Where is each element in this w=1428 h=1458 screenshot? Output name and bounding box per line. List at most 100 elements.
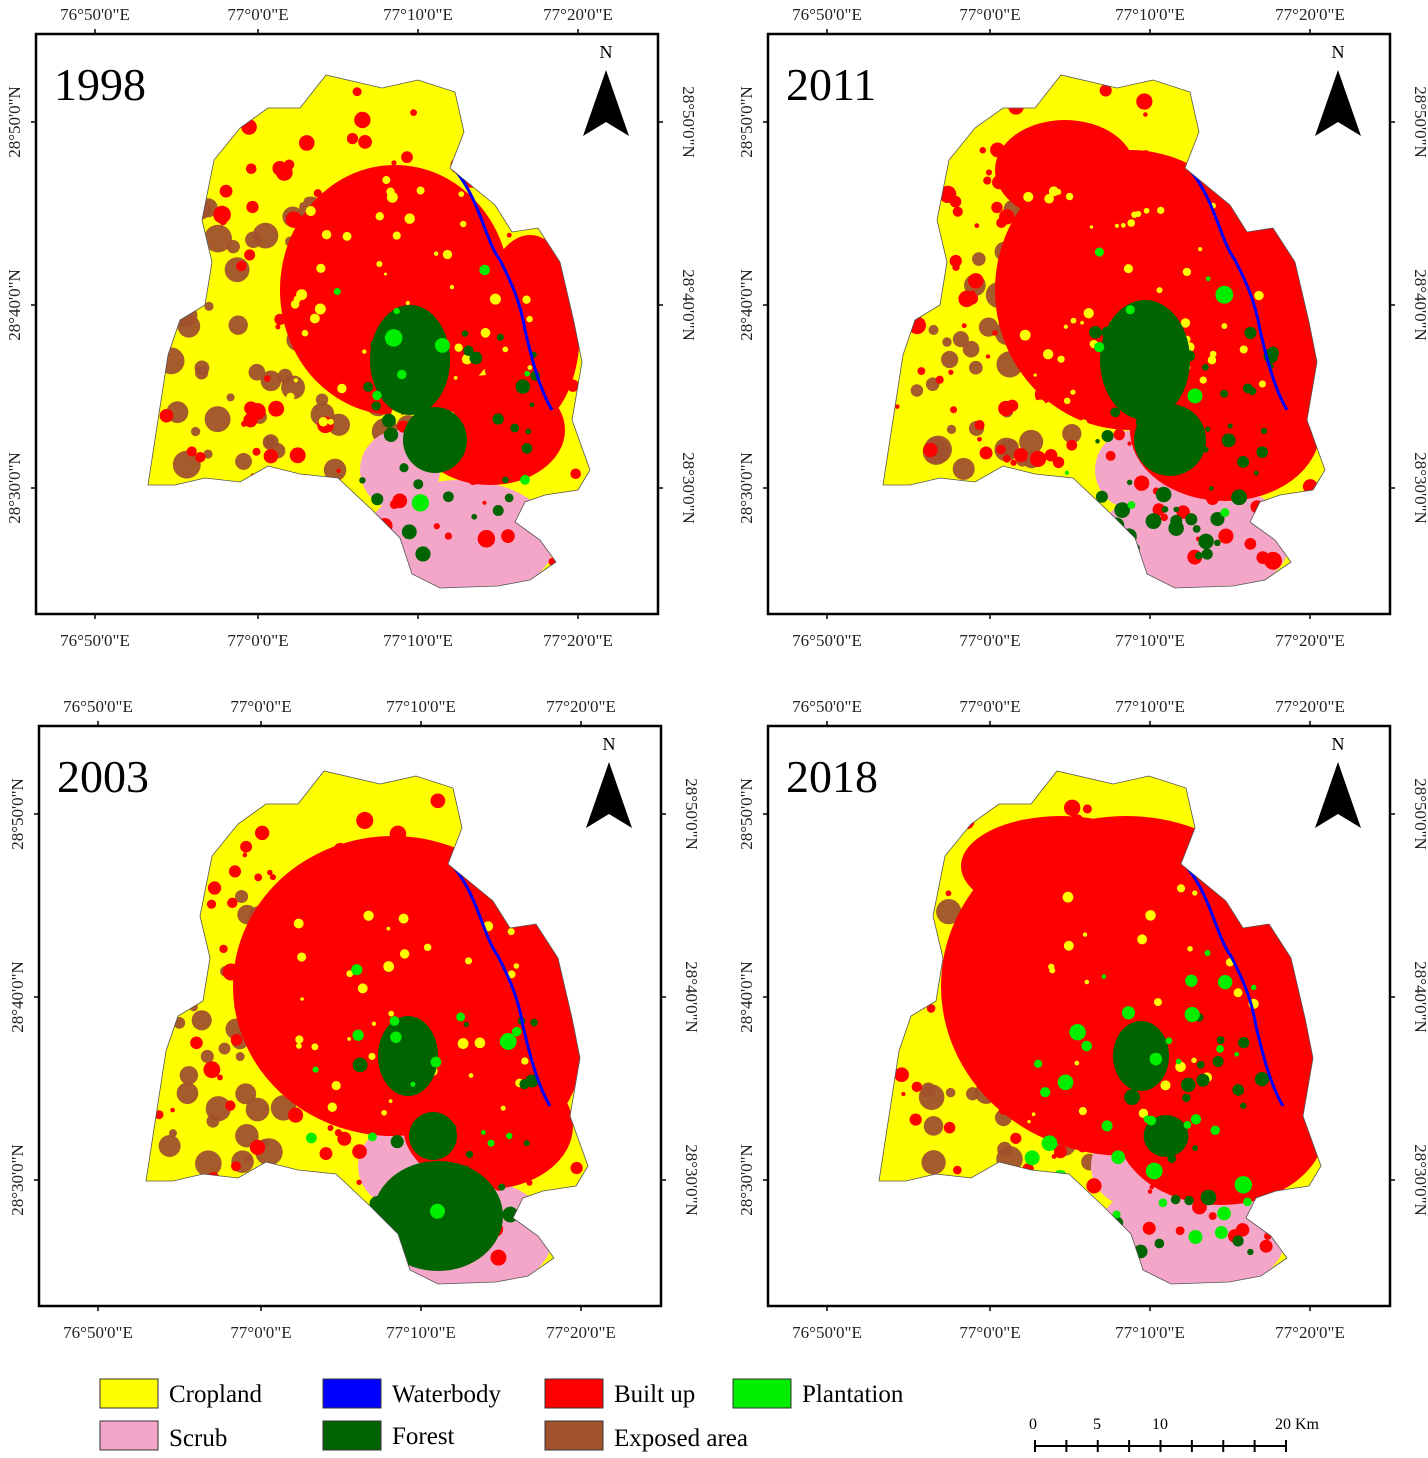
x-tick-label-bottom: 76°50'0"E: [60, 631, 130, 650]
scale-ticks: [1034, 1440, 1287, 1452]
north-arrow-icon: N: [583, 42, 629, 136]
y-tick-label-right: 28°30'0"N: [1411, 452, 1428, 524]
x-tick-label-bottom: 77°0'0"E: [959, 1323, 1020, 1342]
x-tick-label-top: 77°20'0"E: [543, 5, 613, 24]
panel-year-label: 2011: [786, 59, 876, 110]
scale-label-10: 10: [1152, 1416, 1168, 1433]
x-tick-label-top: 76°50'0"E: [60, 5, 130, 24]
north-arrow-label: N: [603, 734, 616, 754]
legend-item-cropland: Cropland: [99, 1378, 263, 1409]
x-tick-label-top: 77°10'0"E: [383, 5, 453, 24]
x-tick-label-bottom: 77°0'0"E: [230, 1323, 291, 1342]
y-tick-label-right: 28°50'0"N: [679, 86, 698, 158]
x-tick-label-bottom: 77°10'0"E: [383, 631, 453, 650]
y-tick-label-right: 28°40'0"N: [682, 961, 701, 1033]
y-tick-label-right: 28°30'0"N: [679, 452, 698, 524]
y-tick-label-right: 28°40'0"N: [1411, 961, 1428, 1033]
x-tick-label-bottom: 77°20'0"E: [1275, 1323, 1345, 1342]
y-tick-label-right: 28°40'0"N: [679, 269, 698, 341]
panel-year-label: 2018: [786, 751, 878, 802]
y-tick-label-left: 28°30'0"N: [8, 1144, 27, 1216]
legend-swatch-built-up: [544, 1378, 604, 1409]
map-panel-2011: 76°50'0"E 76°50'0"E 77°0'0"E 77°0'0"E 77°10'…: [737, 5, 1428, 650]
x-tick-label-top: 77°10'0"E: [1115, 5, 1185, 24]
panel-year-label: 1998: [54, 59, 146, 110]
x-tick-label-top: 77°10'0"E: [386, 697, 456, 716]
legend-item-built-up: Built up: [544, 1378, 695, 1409]
x-tick-label-top: 77°10'0"E: [1115, 697, 1185, 716]
x-tick-label-bottom: 76°50'0"E: [792, 631, 862, 650]
legend-label-built-up: Built up: [614, 1381, 695, 1408]
x-tick-label-top: 77°0'0"E: [959, 697, 1020, 716]
north-arrow-icon: N: [1315, 734, 1361, 828]
north-arrow-icon: N: [586, 734, 632, 828]
legend-item-forest: Forest: [322, 1420, 455, 1451]
north-arrow-label: N: [1332, 42, 1345, 62]
x-tick-label-top: 77°20'0"E: [1275, 697, 1345, 716]
land-cover-map: [145, 770, 589, 1285]
legend-item-exposed-area: Exposed area: [544, 1420, 748, 1452]
x-tick-label-top: 76°50'0"E: [792, 5, 862, 24]
x-tick-label-bottom: 77°10'0"E: [1115, 1323, 1185, 1342]
x-tick-label-bottom: 77°0'0"E: [959, 631, 1020, 650]
y-tick-label-left: 28°30'0"N: [737, 1144, 756, 1216]
x-tick-label-top: 77°0'0"E: [959, 5, 1020, 24]
y-tick-label-left: 28°40'0"N: [8, 961, 27, 1033]
north-arrow-label: N: [600, 42, 613, 62]
x-tick-label-bottom: 77°20'0"E: [546, 1323, 616, 1342]
y-tick-label-left: 28°30'0"N: [737, 452, 756, 524]
x-tick-label-top: 77°20'0"E: [546, 697, 616, 716]
scale-label-5: 5: [1093, 1416, 1101, 1433]
legend-item-plantation: Plantation: [732, 1378, 904, 1409]
legend-label-exposed-area: Exposed area: [614, 1425, 748, 1452]
x-tick-label-top: 76°50'0"E: [63, 697, 133, 716]
scale-bar: 0 5 10 20 Km: [1029, 1416, 1320, 1452]
y-tick-label-left: 28°50'0"N: [8, 778, 27, 850]
y-tick-label-right: 28°30'0"N: [682, 1144, 701, 1216]
x-tick-label-bottom: 76°50'0"E: [792, 1323, 862, 1342]
x-tick-label-top: 77°0'0"E: [230, 697, 291, 716]
x-tick-label-bottom: 77°10'0"E: [1115, 631, 1185, 650]
map-panel-2003: 76°50'0"E 76°50'0"E 77°0'0"E 77°0'0"E 77°10'…: [8, 697, 701, 1342]
y-tick-label-right: 28°50'0"N: [1411, 86, 1428, 158]
y-tick-label-left: 28°50'0"N: [737, 86, 756, 158]
x-tick-label-top: 76°50'0"E: [792, 697, 862, 716]
x-tick-label-bottom: 77°10'0"E: [386, 1323, 456, 1342]
legend-swatch-cropland: [99, 1378, 159, 1409]
legend-label-plantation: Plantation: [802, 1381, 904, 1408]
y-tick-label-right: 28°50'0"N: [1411, 778, 1428, 850]
scale-label-20-km: 20 Km: [1275, 1416, 1320, 1433]
north-arrow-shape: [1315, 70, 1361, 136]
y-tick-label-left: 28°40'0"N: [737, 961, 756, 1033]
y-tick-label-left: 28°50'0"N: [5, 86, 24, 158]
x-tick-label-bottom: 77°0'0"E: [227, 631, 288, 650]
legend-label-cropland: Cropland: [169, 1381, 263, 1408]
north-arrow-label: N: [1332, 734, 1345, 754]
legend-swatch-forest: [322, 1420, 382, 1451]
legend-swatch-waterbody: [322, 1378, 382, 1409]
x-tick-label-top: 77°20'0"E: [1275, 5, 1345, 24]
y-tick-label-left: 28°30'0"N: [5, 452, 24, 524]
panel-year-label: 2003: [57, 751, 149, 802]
legend-item-waterbody: Waterbody: [322, 1378, 502, 1409]
y-tick-label-right: 28°40'0"N: [1411, 269, 1428, 341]
x-tick-label-bottom: 76°50'0"E: [63, 1323, 133, 1342]
x-tick-label-bottom: 77°20'0"E: [1275, 631, 1345, 650]
legend-item-scrub: Scrub: [99, 1420, 227, 1452]
y-tick-label-left: 28°50'0"N: [737, 778, 756, 850]
map-panel-2018: 76°50'0"E 76°50'0"E 77°0'0"E 77°0'0"E 77°10'…: [737, 697, 1428, 1342]
x-tick-label-top: 77°0'0"E: [227, 5, 288, 24]
north-arrow-icon: N: [1315, 42, 1361, 136]
legend-label-waterbody: Waterbody: [392, 1381, 502, 1408]
scale-label-0: 0: [1029, 1416, 1037, 1433]
map-legend: Cropland Waterbody Built up Plantation S…: [99, 1378, 904, 1452]
y-tick-label-right: 28°30'0"N: [1411, 1144, 1428, 1216]
north-arrow-shape: [586, 762, 632, 828]
y-tick-label-left: 28°40'0"N: [5, 269, 24, 341]
north-arrow-shape: [583, 70, 629, 136]
north-arrow-shape: [1315, 762, 1361, 828]
legend-swatch-plantation: [732, 1378, 792, 1409]
legend-label-scrub: Scrub: [169, 1425, 227, 1452]
map-panel-1998: 76°50'0"E 76°50'0"E 77°0'0"E 77°0'0"E 77°10'…: [5, 5, 698, 650]
x-tick-label-bottom: 77°20'0"E: [543, 631, 613, 650]
